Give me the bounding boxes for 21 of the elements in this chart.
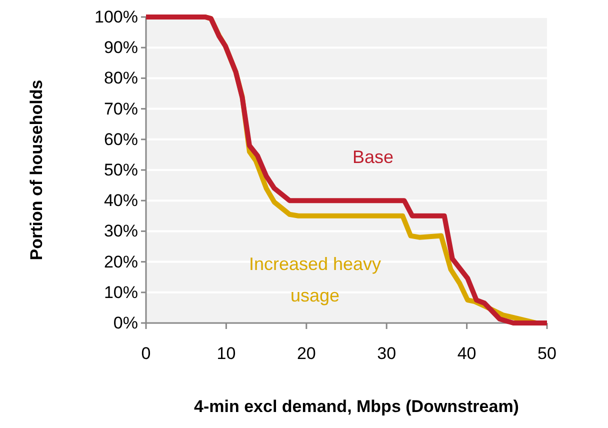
x-tick-label: 10 bbox=[216, 344, 236, 364]
y-tick-label: 0% bbox=[113, 313, 138, 332]
y-tick-label: 50% bbox=[104, 160, 138, 180]
y-tick-label: 80% bbox=[104, 68, 138, 88]
y-axis-title: Portion of households bbox=[27, 80, 46, 260]
x-axis-title: 4-min excl demand, Mbps (Downstream) bbox=[194, 397, 519, 416]
series-label: Increased heavy usage bbox=[248, 254, 382, 306]
y-tick-label: 70% bbox=[104, 99, 138, 118]
series-label: Base bbox=[352, 147, 394, 167]
y-tick-label: 90% bbox=[104, 38, 138, 58]
y-tick-label: 10% bbox=[104, 282, 138, 302]
x-tick-label: 50 bbox=[538, 344, 556, 364]
y-tick-label: 30% bbox=[104, 222, 138, 241]
y-tick-label: 40% bbox=[104, 191, 138, 210]
x-tick-label: 0 bbox=[141, 344, 151, 364]
y-tick-label: 20% bbox=[104, 252, 138, 272]
x-tick-label: 40 bbox=[457, 344, 476, 364]
y-tick-label: 100% bbox=[94, 7, 138, 26]
y-tick-label: 60% bbox=[104, 130, 138, 149]
x-tick-label: 20 bbox=[296, 344, 316, 364]
x-tick-label: 30 bbox=[377, 344, 396, 364]
